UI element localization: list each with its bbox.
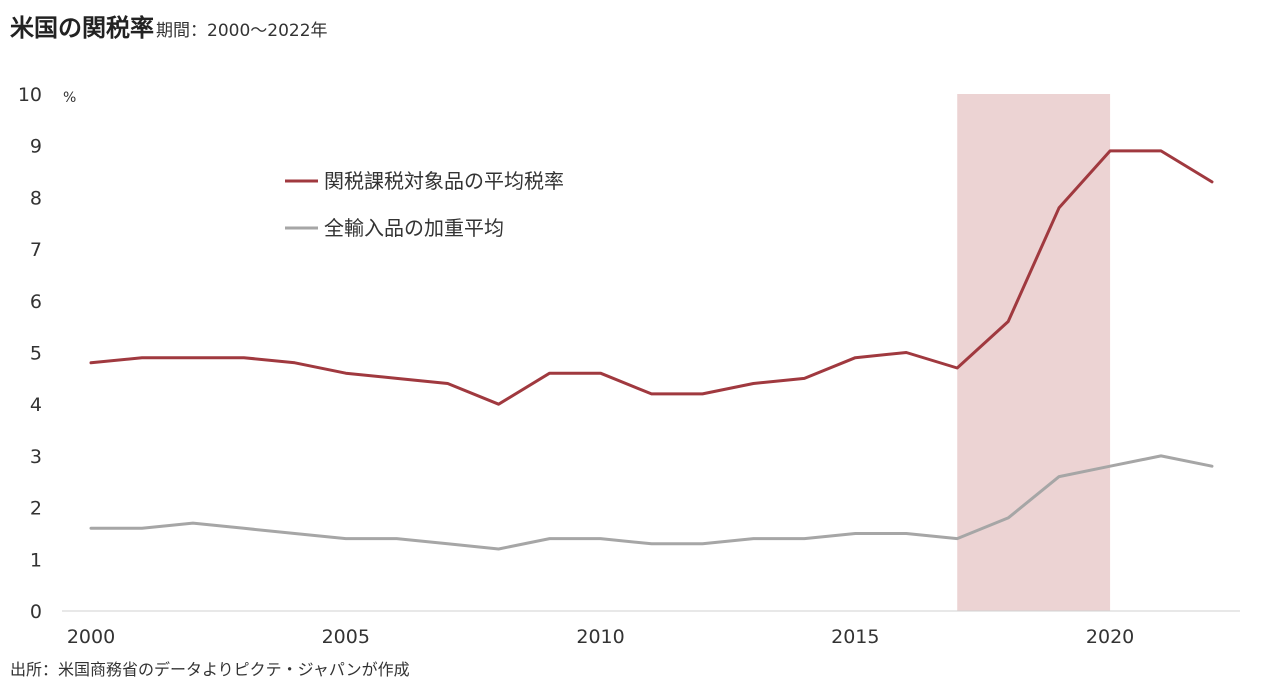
x-tick-label: 2005 xyxy=(322,626,370,648)
legend-label: 全輸入品の加重平均 xyxy=(324,216,504,240)
highlight-band-layer xyxy=(957,94,1111,611)
y-tick-labels: 0 1 2 3 4 5 6 7 8 9 10 xyxy=(18,84,42,623)
title-row: 米国の関税率 期間：2000～2022年 xyxy=(10,8,328,43)
y-tick-label: 0 xyxy=(30,601,42,623)
x-tick-label: 2010 xyxy=(576,626,624,648)
y-tick-label: 1 xyxy=(30,549,42,571)
series-line-1 xyxy=(89,149,1214,406)
legend-label: 関税課税対象品の平均税率 xyxy=(324,169,564,193)
y-tick-label: 9 xyxy=(30,136,42,158)
y-tick-label: 6 xyxy=(30,291,42,313)
y-tick-label: 8 xyxy=(30,187,42,209)
y-tick-label: 7 xyxy=(30,239,42,261)
x-tick-label: 2000 xyxy=(67,626,115,648)
chart-subtitle: 期間：2000～2022年 xyxy=(156,21,328,41)
series-layer xyxy=(89,149,1214,551)
y-tick-label: 5 xyxy=(30,343,42,365)
y-tick-label: 4 xyxy=(30,394,42,416)
chart-title: 米国の関税率 xyxy=(10,14,154,42)
y-tick-label: 3 xyxy=(30,446,42,468)
highlight-band xyxy=(957,94,1111,611)
y-axis-unit: % xyxy=(63,90,76,106)
x-tick-label: 2015 xyxy=(831,626,879,648)
x-tick-label: 2020 xyxy=(1086,626,1134,648)
y-tick-label: 2 xyxy=(30,498,42,520)
source-note: 出所：米国商務省のデータよりピクテ・ジャパンが作成 xyxy=(10,660,410,679)
y-tick-label: 10 xyxy=(18,84,42,106)
series-line-2 xyxy=(89,454,1214,551)
x-tick-labels: 2000 2005 2010 2015 2020 xyxy=(67,626,1134,648)
